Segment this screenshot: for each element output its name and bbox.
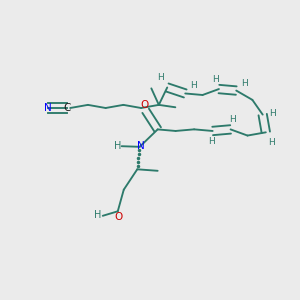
Text: H: H — [157, 74, 164, 82]
Text: H: H — [212, 75, 219, 84]
Text: H: H — [268, 138, 275, 147]
Text: O: O — [141, 100, 149, 110]
Text: N: N — [44, 103, 52, 113]
Text: H: H — [190, 81, 196, 90]
Text: H: H — [94, 210, 102, 220]
Text: O: O — [115, 212, 123, 222]
Text: H: H — [229, 115, 236, 124]
Text: H: H — [241, 79, 248, 88]
Text: H: H — [269, 109, 276, 118]
Text: C: C — [63, 103, 70, 113]
Text: N: N — [137, 141, 145, 151]
Text: H: H — [114, 141, 121, 151]
Text: H: H — [208, 137, 214, 146]
